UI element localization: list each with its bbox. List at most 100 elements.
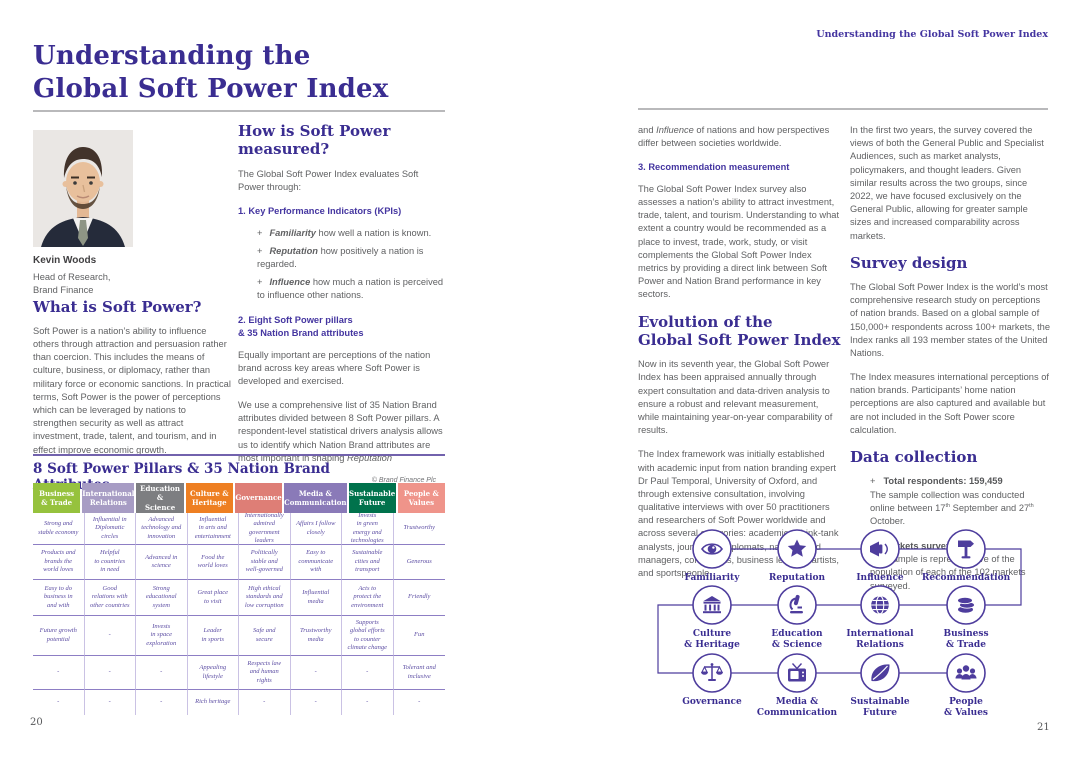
table-cell: - — [84, 616, 136, 656]
table-cell: Influential in arts and entertainment — [187, 513, 239, 545]
table-cell: - — [85, 690, 136, 715]
table-cell: Trustworthy media — [290, 616, 342, 656]
bullet-title: Markets surveyed: 102 — [883, 541, 984, 552]
table-cell: Strong educational system — [136, 580, 188, 616]
megaphone-icon — [870, 541, 888, 557]
diagram-label-international-relations: International Relations — [846, 629, 914, 650]
pillar-table-body: Strong and stable economy Influential in… — [33, 512, 445, 715]
audience-paragraph: In the first two years, the survey cover… — [850, 125, 1044, 241]
section-divider — [33, 454, 445, 456]
column-header: Culture & Heritage — [185, 483, 233, 513]
column-header: Media & Communication — [284, 483, 347, 513]
table-cell: Easy to communicate with — [290, 545, 342, 580]
author-photo — [33, 130, 133, 247]
kpi-text: how much a nation is perceived to influe… — [257, 277, 444, 301]
table-cell: Helpful to countries in need — [84, 545, 136, 580]
kpi-text: how positively a nation is regarded. — [257, 245, 424, 269]
table-cell: Leader in sports — [187, 616, 239, 656]
right-column-2: In the first two years, the survey cover… — [850, 124, 1050, 605]
survey-design-heading: Survey design — [850, 253, 968, 272]
table-cell: Acts to protect the environment — [342, 580, 394, 616]
bullet-body: Our sample is representative of the popu… — [870, 554, 1026, 591]
table-cell: Affairs I follow closely — [290, 513, 342, 545]
table-cell: - — [136, 690, 188, 715]
diagram-label-business-trade: Business & Trade — [943, 629, 989, 650]
column-header: Education & Science — [136, 483, 184, 513]
table-cell: Rich heritage — [188, 690, 239, 715]
how-measured-heading: How is Soft Power measured? — [238, 122, 391, 159]
kpi-text: how well a nation is known. — [315, 227, 432, 238]
table-cell: Products and brands the world loves — [33, 545, 85, 580]
table-cell: Trustworthy — [393, 513, 445, 545]
diagram-label-influence: Influence — [856, 573, 904, 583]
table-cell: - — [291, 690, 342, 715]
diagram-label-reputation: Reputation — [768, 573, 826, 583]
bullet-title: Total respondents: 159,459 — [883, 476, 1003, 487]
evolution-paragraph-1: Now in its seventh year, the Global Soft… — [638, 359, 833, 436]
table-cell: - — [84, 656, 136, 690]
table-cell: Great place to visit — [187, 580, 239, 616]
table-cell: Internationally admired government leade… — [239, 512, 291, 545]
plus-bullet-icon: + — [257, 277, 263, 288]
survey-paragraph-2: The Index measures international percept… — [850, 372, 1049, 435]
diagram-label-governance: Governance — [682, 697, 742, 707]
diagram-label-media-communication: Media & Communication — [756, 697, 838, 718]
table-cell: Future growth potential — [33, 616, 85, 656]
pillars-heading: 2. Eight Soft Power pillars & 35 Nation … — [238, 315, 364, 338]
table-cell: Safe and secure — [239, 616, 291, 656]
bullet-body: The sample collection was conducted onli… — [870, 489, 1034, 526]
what-is-soft-power-body: Soft Power is a nation’s ability to infl… — [33, 325, 231, 455]
table-cell: Supports global efforts to counter clima… — [342, 616, 394, 656]
pillar-table-header: Business & Trade International Relations… — [33, 483, 445, 513]
microscope-icon — [789, 594, 803, 614]
plus-bullet-icon: + — [870, 476, 876, 487]
author-name: Kevin Woods — [33, 255, 97, 266]
diagram-label-familiarity: Familiarity — [684, 573, 740, 583]
recommendation-heading: 3. Recommendation measurement — [638, 162, 790, 173]
table-cell: Good relations with other countries — [84, 580, 136, 616]
table-cell: - — [33, 656, 85, 690]
museum-icon — [703, 596, 721, 614]
kpi-term: Influence — [269, 277, 311, 288]
table-cell: Appealing lifestyle — [187, 656, 239, 690]
table-cell: Advanced technology and innovation — [136, 513, 188, 545]
table-cell: - — [239, 690, 291, 715]
title-divider — [33, 110, 445, 112]
column-header: Business & Trade — [33, 483, 81, 513]
table-cell: - — [342, 656, 394, 690]
diagram-label-culture-heritage: Culture & Heritage — [684, 629, 740, 650]
plus-bullet-icon: + — [257, 227, 263, 238]
table-cell: Fun — [393, 616, 445, 656]
diagram-label-recommendation: Recommendation — [921, 573, 1011, 583]
left-measure-column: How is Soft Power measured? The Global S… — [238, 122, 446, 476]
page-title: Understanding the Global Soft Power Inde… — [33, 41, 389, 104]
table-cell: Sustainable cities and transport — [342, 545, 394, 580]
kpi-heading: 1. Key Performance Indicators (KPIs) — [238, 205, 402, 216]
kpi-term: Reputation — [269, 245, 318, 256]
left-author-column: Kevin Woods Head of Research, Brand Fina… — [33, 130, 231, 468]
what-is-soft-power-heading: What is Soft Power? — [33, 297, 202, 316]
diagram-label-sustainable-future: Sustainable Future — [850, 697, 910, 718]
survey-paragraph-1: The Global Soft Power Index is the world… — [850, 281, 1051, 358]
how-measured-intro: The Global Soft Power Index evaluates So… — [238, 168, 419, 192]
table-cell: Influential in Diplomatic circles — [84, 513, 136, 545]
table-cell: Influential media — [290, 580, 342, 616]
author-org: Brand Finance — [33, 285, 94, 296]
column-header: Governance — [234, 483, 283, 513]
framework-diagram — [657, 529, 1022, 693]
page-number-left: 20 — [30, 717, 43, 728]
diagram-label-people-values: People & Values — [943, 697, 988, 718]
pillars-paragraph-2: We use a comprehensive list of 35 Nation… — [238, 400, 443, 463]
table-cell: Advanced in science — [136, 545, 188, 580]
globe-icon — [871, 595, 889, 615]
table-cell: Friendly — [393, 580, 445, 616]
data-bullet-respondents: + Total respondents: 159,459 The sample c… — [850, 475, 1050, 528]
page-number-right: 21 — [1037, 722, 1050, 733]
data-collection-heading: Data collection — [850, 448, 978, 467]
table-cell: - — [136, 656, 188, 690]
kpi-item: + Reputation how positively a nation is r… — [238, 245, 446, 271]
table-cell: - — [290, 656, 342, 690]
running-header: Understanding the Global Soft Power Inde… — [816, 29, 1048, 40]
table-cell: - — [33, 690, 85, 715]
